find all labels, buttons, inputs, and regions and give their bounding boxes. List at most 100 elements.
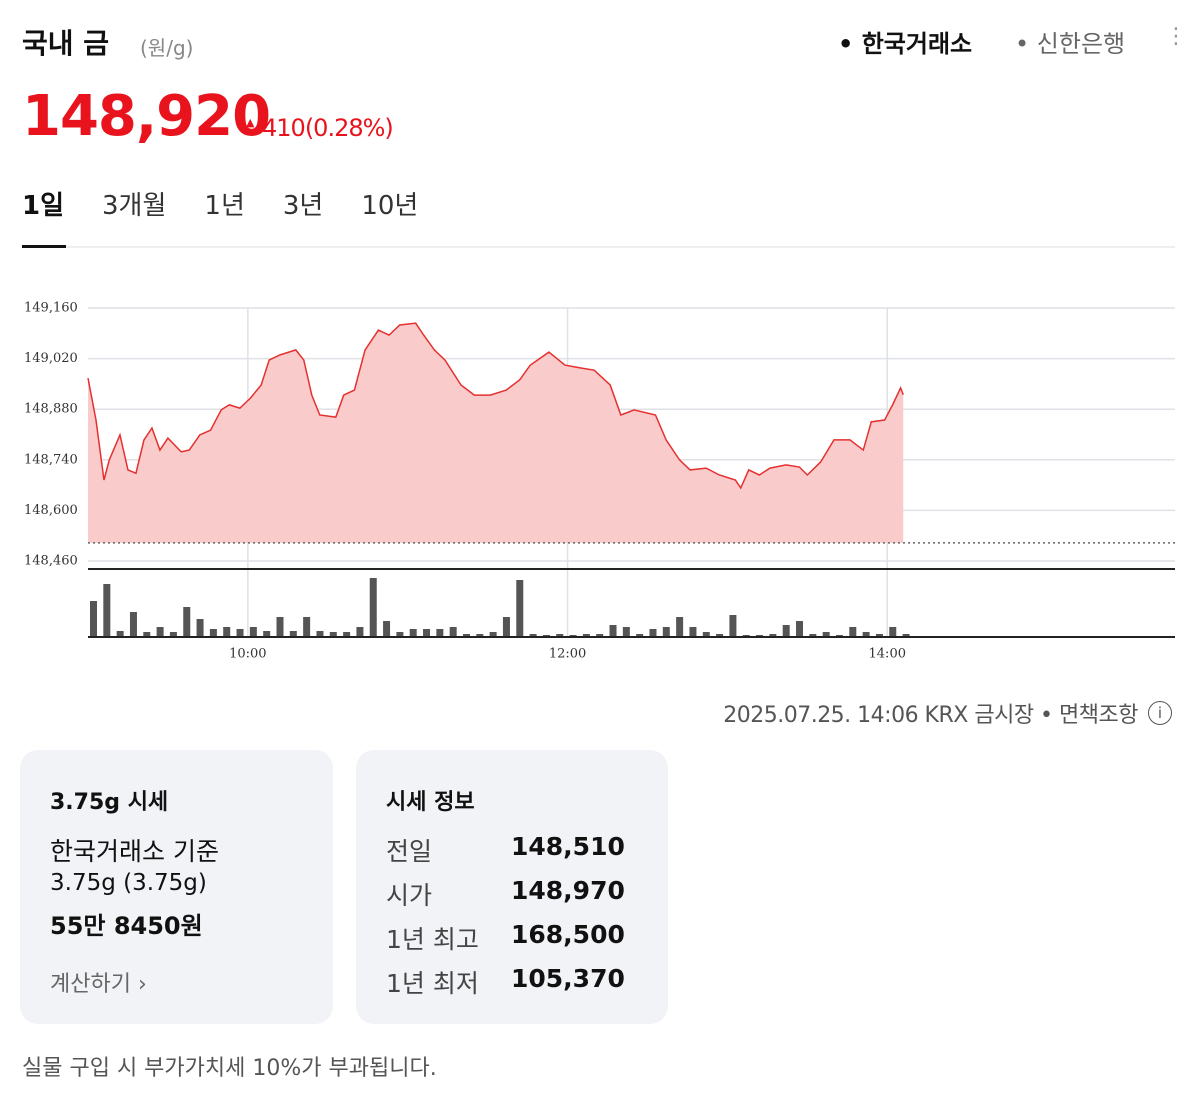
source-tab[interactable]: • 신한은행 <box>1015 30 1126 58</box>
info-icon[interactable]: i <box>1148 701 1172 725</box>
card-text: 한국거래소 기준 <box>50 837 219 866</box>
y-tick-label: 148,600 <box>24 503 78 518</box>
volume-bar <box>889 627 897 637</box>
volume-bar <box>103 584 111 637</box>
calc-link[interactable]: 계산하기 › <box>50 972 147 997</box>
source-tab[interactable]: • 한국거래소 <box>838 30 973 58</box>
change-value: 410 <box>262 114 306 142</box>
y-tick-label: 149,020 <box>24 351 78 366</box>
up-arrow: ▲ <box>246 116 255 129</box>
volume-bar <box>209 629 217 637</box>
timestamp-text: 2025.07.25. 14:06 KRX 금시장 <box>723 703 1034 728</box>
volume-bar <box>169 632 177 637</box>
volume-bar <box>183 607 191 637</box>
volume-bar <box>729 615 737 637</box>
x-tick-label: 14:00 <box>869 647 906 662</box>
volume-bar <box>223 627 231 637</box>
volume-bar <box>329 632 337 637</box>
period-tab[interactable]: 3개월 <box>102 191 167 221</box>
volume-bar <box>356 627 364 637</box>
area <box>88 323 904 543</box>
volume-bar <box>129 612 137 637</box>
card-title: 시세 정보 <box>386 790 475 815</box>
line <box>87 322 904 490</box>
volume-bar <box>622 627 630 637</box>
volume-bar <box>396 632 404 637</box>
volume-bar <box>369 578 377 637</box>
card: 3.75g 시세 한국거래소 기준 3.75g (3.75g) 55만 8450… <box>20 750 333 1024</box>
volume-bar <box>689 627 697 637</box>
y-tick-label: 149,160 <box>24 301 78 316</box>
volume-bar <box>582 634 590 637</box>
volume-bar <box>449 627 457 637</box>
volume-bar <box>263 631 271 637</box>
period-tab[interactable]: 1일 <box>22 191 65 221</box>
x-tick-label: 12:00 <box>549 647 586 662</box>
volume-bar <box>156 627 164 637</box>
period-tabs: 1일 3개월 1년 3년 10년 <box>22 185 418 222</box>
tab-underline <box>22 245 66 248</box>
volume-bar <box>343 632 351 637</box>
volume-bar <box>409 629 417 637</box>
volume-bar <box>636 634 644 637</box>
row-value: 148,970 <box>511 876 625 905</box>
period-tab[interactable]: 3년 <box>282 191 324 221</box>
y-tick-label: 148,880 <box>24 402 78 417</box>
row-label: 1년 최저 <box>386 969 479 998</box>
volume-bar <box>796 621 804 637</box>
y-tick-label: 148,740 <box>24 452 78 467</box>
title: 국내 금 <box>22 27 110 60</box>
row-label: 전일 <box>386 837 433 866</box>
volume-bar <box>902 634 910 637</box>
disclaimer[interactable]: 면책조항 <box>1059 703 1138 728</box>
volume-bar <box>276 617 284 637</box>
volume-bar <box>249 627 257 637</box>
volume-bar <box>303 617 311 637</box>
volume-bar <box>875 634 883 637</box>
volume-bar <box>769 634 777 637</box>
volume-bar <box>849 627 857 637</box>
volume-bar <box>649 629 657 637</box>
x-tick-label: 10:00 <box>229 647 266 662</box>
volume-bar <box>436 629 444 637</box>
volume-bar <box>90 601 97 637</box>
card-title: 3.75g 시세 <box>50 790 169 815</box>
volume-bar <box>596 634 604 637</box>
change-pct: (0.28%) <box>304 114 394 142</box>
volume-bar <box>383 621 391 637</box>
row-label: 1년 최고 <box>386 925 479 954</box>
link-text: 계산하기 <box>50 972 131 997</box>
volume-bar <box>516 580 524 637</box>
volume-bar <box>476 634 484 637</box>
volume-bar <box>716 634 724 637</box>
volume-bar <box>556 634 564 637</box>
volume-bar <box>676 617 684 637</box>
row-value: 105,370 <box>511 964 625 993</box>
price: 148,920 <box>22 84 271 149</box>
row-value: 148,510 <box>511 832 625 861</box>
row-label: 시가 <box>386 881 433 910</box>
chart: 148,460 148,600 148,740 148,880 149,020 149,1… <box>24 301 1175 662</box>
volume-bar <box>502 617 510 637</box>
volume-bar <box>529 634 537 637</box>
volume-bar <box>116 631 124 637</box>
more-button[interactable]: ⋮ <box>1165 24 1187 49</box>
card-amount: 55만 8450원 <box>50 912 203 940</box>
volume-bar <box>662 627 670 637</box>
volume-bar <box>462 634 470 637</box>
card: 시세 정보 전일 148,510 시가 148,970 1년 최고 168,500 1년 최… <box>356 750 668 1024</box>
card-text: 3.75g (3.75g) <box>50 870 207 896</box>
volume-bar <box>862 632 870 637</box>
period-tab[interactable]: 1년 <box>204 191 245 221</box>
y-tick-label: 148,460 <box>24 554 78 569</box>
source-label: 신한은행 <box>1036 30 1126 58</box>
volume-bar <box>289 631 297 637</box>
volume-bar <box>609 625 617 637</box>
unit: (원/g) <box>140 36 194 60</box>
note: 실물 구입 시 부가가치세 10%가 부과됩니다. <box>22 1056 437 1081</box>
volume-bar <box>316 631 324 637</box>
period-tab[interactable]: 10년 <box>361 191 419 221</box>
timestamp: 2025.07.25. 14:06 KRX 금시장 • 면책조항 <box>723 703 1138 728</box>
volume-bar <box>236 629 244 637</box>
volume-bar <box>196 619 204 637</box>
